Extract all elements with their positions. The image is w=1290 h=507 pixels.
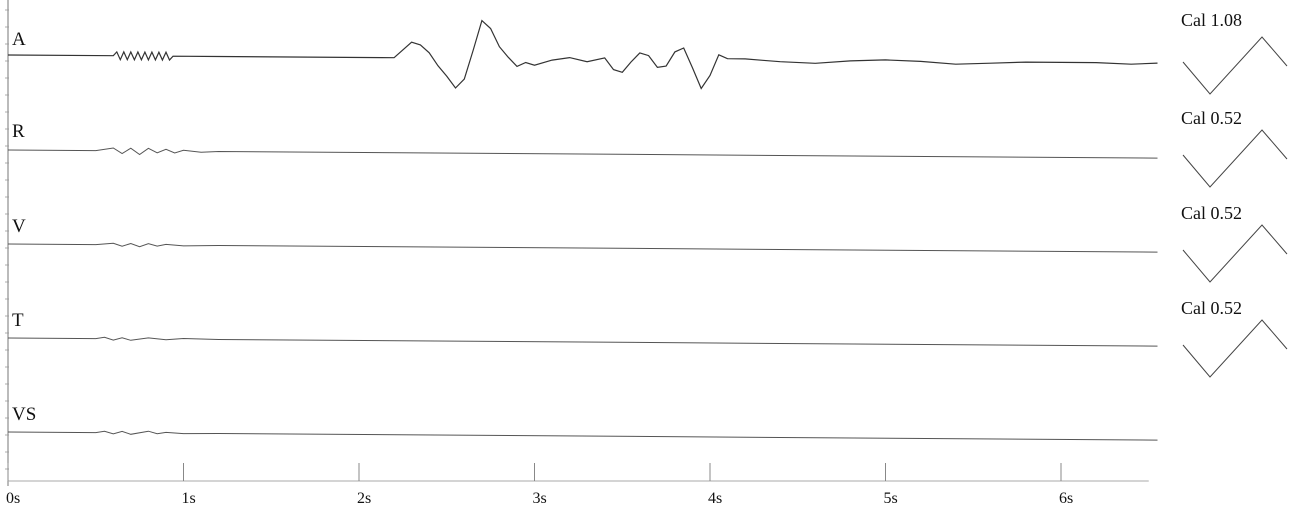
trace-v: [7, 242, 1158, 253]
calibration-label-r: Cal 0.52: [1181, 108, 1242, 128]
time-tick-label-6: 6s: [1059, 490, 1073, 507]
channel-label-t: T: [12, 310, 24, 331]
trace-vs: [7, 430, 1158, 441]
time-tick-label-4: 4s: [708, 490, 722, 507]
calibration-layer: Cal 1.08 Cal 0.52 Cal 0.52 Cal 0.52: [1181, 10, 1288, 378]
axes-layer: 0s 1s 2s 3s 4s 5s 6s: [5, 0, 1149, 507]
traces-layer: [7, 19, 1158, 441]
channel-label-vs: VS: [12, 404, 36, 425]
labels-layer: A R V T VS: [12, 29, 36, 425]
trace-a: [7, 19, 1158, 90]
calibration-pulse-r: [1182, 129, 1288, 188]
time-tick-label-3: 3s: [533, 490, 547, 507]
trace-t: [7, 336, 1158, 347]
calibration-label-a: Cal 1.08: [1181, 10, 1242, 30]
calibration-label-t: Cal 0.52: [1181, 298, 1242, 318]
calibration-pulse-t: [1182, 319, 1288, 378]
time-tick-label-0: 0s: [6, 490, 20, 507]
calibration-pulse-v: [1182, 224, 1288, 283]
channel-label-r: R: [12, 121, 25, 142]
time-tick-label-5: 5s: [884, 490, 898, 507]
time-tick-label-1: 1s: [182, 490, 196, 507]
calibration-label-v: Cal 0.52: [1181, 203, 1242, 223]
calibration-pulse-a: [1182, 36, 1288, 95]
time-tick-label-2: 2s: [357, 490, 371, 507]
trace-r: [7, 147, 1158, 159]
channel-label-a: A: [12, 29, 26, 50]
channel-label-v: V: [12, 216, 26, 237]
